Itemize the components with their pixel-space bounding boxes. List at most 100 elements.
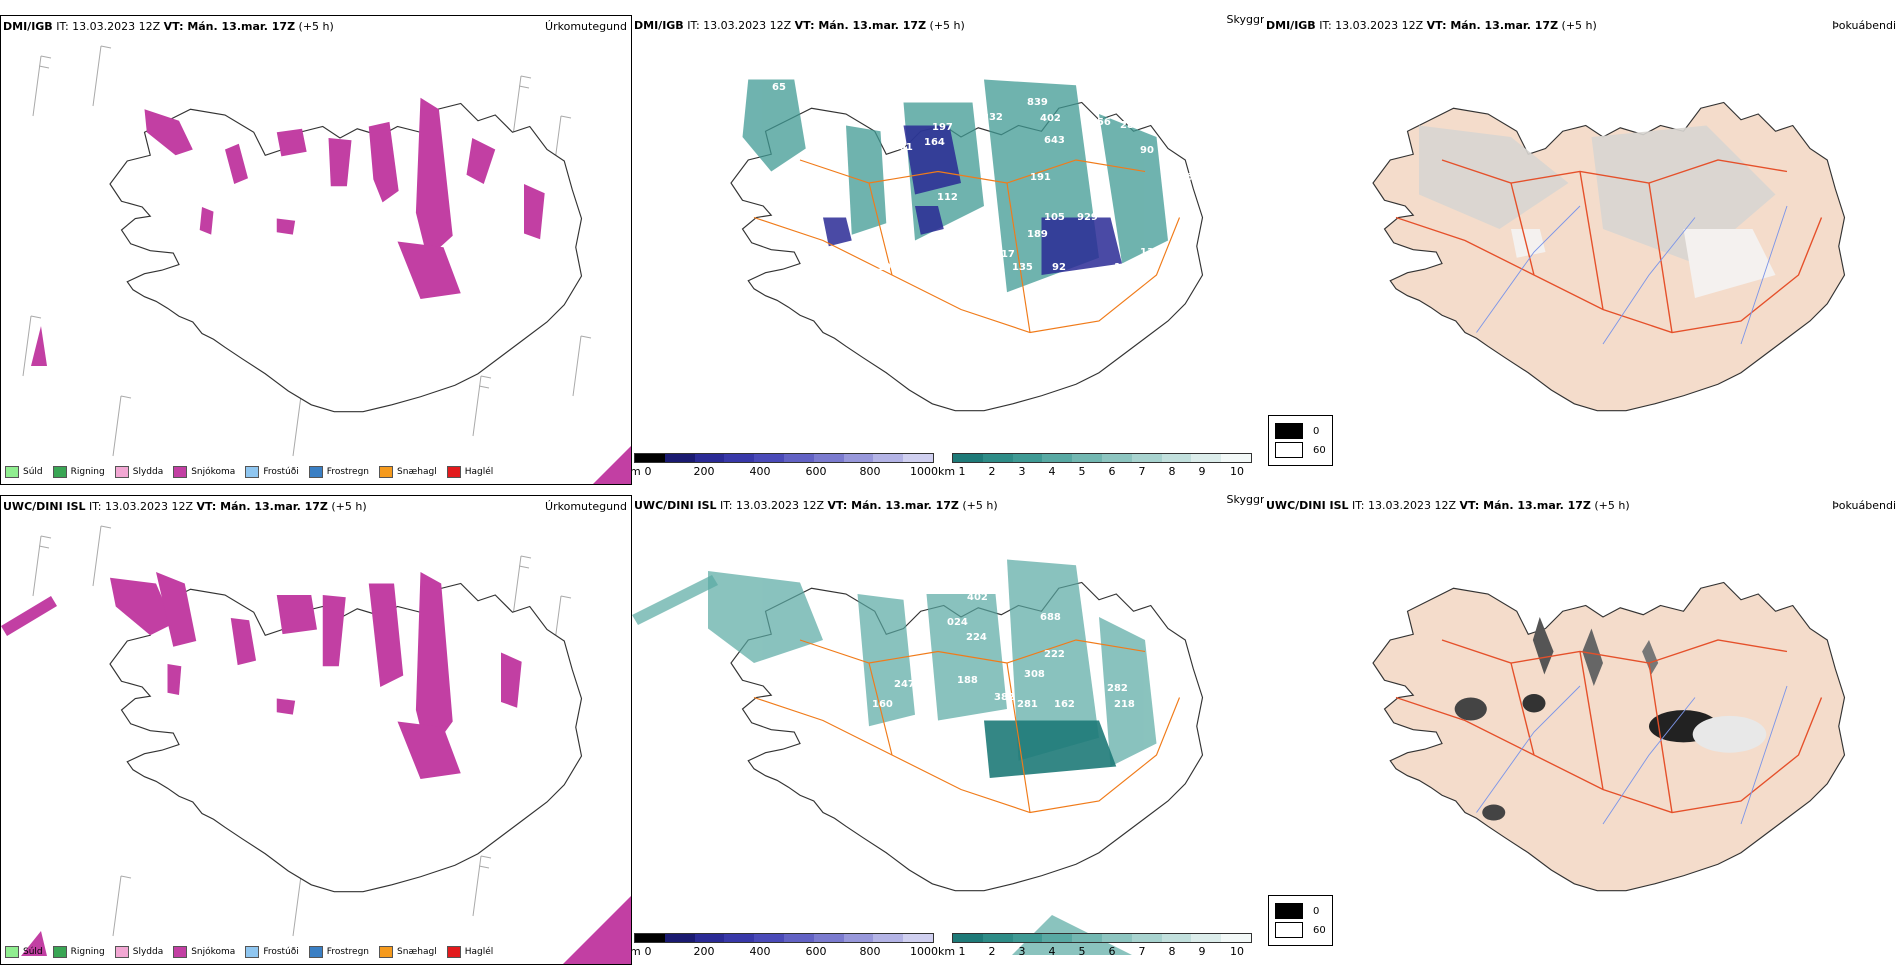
key-swatch-dark [1275,423,1303,439]
cloud-base-label: 114 [1114,262,1135,273]
legend-item: Slydda [114,946,163,958]
panel-title: Skyggni [1226,495,1264,506]
legend-swatch [114,946,129,958]
valid-time: VT: Mán. 13.mar. 17Z [163,20,296,33]
legend-swatch [446,466,461,478]
legend-item: Haglél [446,946,493,958]
cloud-base-label: 188 [957,675,978,686]
legend-swatch [114,466,129,478]
colorbar-tick: 9 [1198,945,1206,958]
lead-time: (+5 h) [295,20,334,33]
colorbar-tick: 1000 [910,465,938,478]
colorbar-swatches [634,453,934,463]
legend-swatch [379,946,394,958]
colorbar-tick: 1 [958,465,966,478]
key-value: 0 [1313,425,1320,437]
key-swatch-light [1275,442,1303,458]
colorbar-tick: 5 [1078,945,1086,958]
cloud-base-label: 123 [954,235,975,246]
snow-areas [110,572,522,779]
legend-item: Snjókoma [173,946,235,958]
cloud-base-label: 92 [1052,262,1066,273]
colorbar-unit: km [938,945,956,958]
colorbar-unit: m [632,465,641,478]
legend-swatch [173,466,188,478]
colorbar-tick: 4 [1048,945,1056,958]
model-name: DMI/IGB [1266,19,1316,32]
colorbar-tick: 0 [644,945,652,958]
cloud-map-top: 65 314 409 261 197 164 112 128 102 123 1… [730,79,1204,412]
cloud-base-label: 839 [1027,97,1048,108]
colorbar-swatches [952,933,1252,943]
cloud-base-label: 112 [937,192,958,203]
legend-item: Snjókoma [173,466,235,478]
key-value: 0 [1313,905,1320,917]
roads [1395,159,1823,334]
colorbar-swatches [634,933,934,943]
cloud-base-label: 281 [1017,699,1038,710]
legend-swatch [5,946,19,958]
cloud-base-label: 382 [994,692,1015,703]
roads [753,159,1181,334]
cloud-base-label: 105 [1044,212,1065,223]
valid-time: VT: Mán. 13.mar. 17Z [1426,19,1559,32]
colorbar-tick: 400 [749,465,771,478]
visibility-areas [708,559,1157,767]
legend-swatch [446,946,461,958]
valid-time: VT: Mán. 13.mar. 17Z [794,19,927,32]
colorbar-tick: 10 [1230,465,1244,478]
cloud-base-label: 715 [1087,552,1108,563]
panel-header: DMI/IGB IT: 13.03.2023 12Z VT: Mán. 13.m… [1266,19,1597,32]
colorbar-tick: 800 [859,465,881,478]
panel-title: Þokuábendi [1832,499,1896,512]
lead-time: (+5 h) [958,499,998,512]
legend-swatch [308,466,323,478]
colorbar-swatches [952,453,1252,463]
fog-index-key: 0 60 [1268,895,1333,946]
cloud-base-label: 102 [877,262,898,273]
key-swatch-dark [1275,903,1303,919]
model-name: DMI/IGB [3,20,53,33]
legend-item: Súld [5,466,43,478]
roads [753,639,1181,814]
cloud-base-label: 657 [932,565,953,576]
legend-item: Haglél [446,466,493,478]
legend-item: Súld [5,946,43,958]
roads [1395,639,1823,814]
cloud-base-label: 929 [1077,212,1098,223]
panel-header: DMI/IGB IT: 13.03.2023 12Z VT: Mán. 13.m… [634,19,965,32]
precip-legend: Súld Rigning Slydda Snjókoma Frostúði Fr… [5,946,493,958]
legend-item: Slydda [114,466,163,478]
panel-header: UWC/DINI ISL IT: 13.03.2023 12Z VT: Mán.… [1266,499,1630,512]
cloud-base-colorbar: m 0 200 400 600 800 1000 [632,933,938,959]
legend-item: Frostregn [308,946,369,958]
cloud-base-label: 643 [1044,135,1065,146]
issue-time: IT: 13.03.2023 12Z [716,499,828,512]
colorbar-tick: 7 [1138,945,1146,958]
panel-bottom-precip-type: UWC/DINI ISL IT: 13.03.2023 12Z VT: Mán.… [0,495,632,965]
panel-title: Skyggni [1226,15,1264,26]
colorbar-tick: 6 [1108,945,1116,958]
colorbar-tick: 6 [1108,465,1116,478]
colorbar-tick: 2 [988,945,996,958]
cloud-base-label: 189 [1027,229,1048,240]
cloud-base-label: 197 [932,122,953,133]
cloud-base-label: 117 [912,382,933,393]
cloud-base-label: 218 [1114,699,1135,710]
panel-title: Úrkomutegund [545,20,627,33]
cloud-base-areas [823,125,1122,275]
colorbar-tick: 600 [805,465,827,478]
cloud-base-label: 409 [812,117,833,128]
precip-map-top [22,45,631,484]
legend-item: Rigning [52,946,105,958]
cloud-base-label: 024 [947,617,968,628]
cloud-base-label: 107 [1144,585,1165,596]
legend-swatch [52,466,67,478]
issue-time: IT: 13.03.2023 12Z [85,500,197,513]
fog-areas [1454,617,1767,821]
colorbar-tick: 5 [1078,465,1086,478]
colorbar-tick: 200 [693,465,715,478]
key-value: 60 [1313,924,1326,936]
cloud-base-label: 90 [1140,145,1154,156]
panel-title: Úrkomutegund [545,500,627,513]
